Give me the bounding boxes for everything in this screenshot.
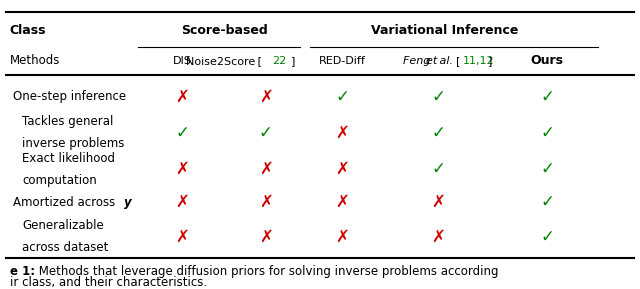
Text: 11,12: 11,12 <box>463 56 494 66</box>
Text: ✓: ✓ <box>540 160 554 178</box>
Text: Generalizable: Generalizable <box>22 220 104 232</box>
Text: ✓: ✓ <box>540 193 554 211</box>
Text: Tackles general: Tackles general <box>22 116 114 128</box>
Text: Noise2Score [: Noise2Score [ <box>186 56 262 66</box>
Text: ]: ] <box>488 56 493 66</box>
Text: Feng: Feng <box>403 56 433 66</box>
Text: Exact likelihood: Exact likelihood <box>22 152 115 164</box>
Text: Variational Inference: Variational Inference <box>371 24 518 37</box>
Text: ✗: ✗ <box>335 124 349 142</box>
Text: Amortized across: Amortized across <box>13 196 117 209</box>
Text: ✗: ✗ <box>175 193 189 211</box>
Text: computation: computation <box>22 174 97 186</box>
Text: inverse problems: inverse problems <box>22 138 125 150</box>
Text: Methods that leverage diffusion priors for solving inverse problems according: Methods that leverage diffusion priors f… <box>35 265 499 278</box>
Text: ✗: ✗ <box>335 160 349 178</box>
Text: ]: ] <box>291 56 296 66</box>
Text: ✗: ✗ <box>335 228 349 246</box>
Text: ✓: ✓ <box>259 124 273 142</box>
Text: ✓: ✓ <box>431 124 445 142</box>
Text: ✓: ✓ <box>175 124 189 142</box>
Text: RED-Diff: RED-Diff <box>319 56 366 66</box>
Text: 22: 22 <box>273 56 287 66</box>
Text: ✗: ✗ <box>259 88 273 106</box>
Text: ✗: ✗ <box>335 193 349 211</box>
Text: ✓: ✓ <box>431 88 445 106</box>
Text: ✓: ✓ <box>431 160 445 178</box>
Text: Score-based: Score-based <box>180 24 268 37</box>
Text: Methods: Methods <box>10 54 60 67</box>
Text: Ours: Ours <box>531 54 564 67</box>
Text: e 1:: e 1: <box>10 265 35 278</box>
Text: ✗: ✗ <box>175 160 189 178</box>
Text: ✗: ✗ <box>431 193 445 211</box>
Text: Class: Class <box>10 24 46 37</box>
Text: ✗: ✗ <box>175 88 189 106</box>
Text: et al.: et al. <box>426 56 452 66</box>
Text: ✗: ✗ <box>259 193 273 211</box>
Text: y: y <box>124 196 131 209</box>
Text: across dataset: across dataset <box>22 242 109 254</box>
Text: ✗: ✗ <box>175 228 189 246</box>
Text: ✗: ✗ <box>259 160 273 178</box>
Text: ✗: ✗ <box>259 228 273 246</box>
Text: One-step inference: One-step inference <box>13 90 126 103</box>
Text: ✗: ✗ <box>431 228 445 246</box>
Text: ✓: ✓ <box>540 88 554 106</box>
Text: ir class, and their characteristics.: ir class, and their characteristics. <box>10 276 207 289</box>
Text: ✓: ✓ <box>540 228 554 246</box>
Text: [: [ <box>456 56 461 66</box>
Text: DIS: DIS <box>173 56 192 66</box>
Text: ✓: ✓ <box>540 124 554 142</box>
Text: ✓: ✓ <box>335 88 349 106</box>
